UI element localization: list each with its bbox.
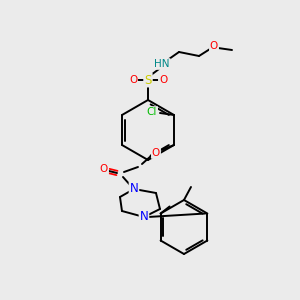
Text: HN: HN <box>154 59 170 69</box>
Text: O: O <box>210 41 218 51</box>
Text: O: O <box>129 75 137 85</box>
Text: O: O <box>159 75 167 85</box>
Text: N: N <box>140 211 148 224</box>
Text: N: N <box>130 182 138 196</box>
Text: O: O <box>100 164 108 174</box>
Text: S: S <box>144 74 152 86</box>
Text: Cl: Cl <box>147 107 157 117</box>
Text: O: O <box>152 148 160 158</box>
